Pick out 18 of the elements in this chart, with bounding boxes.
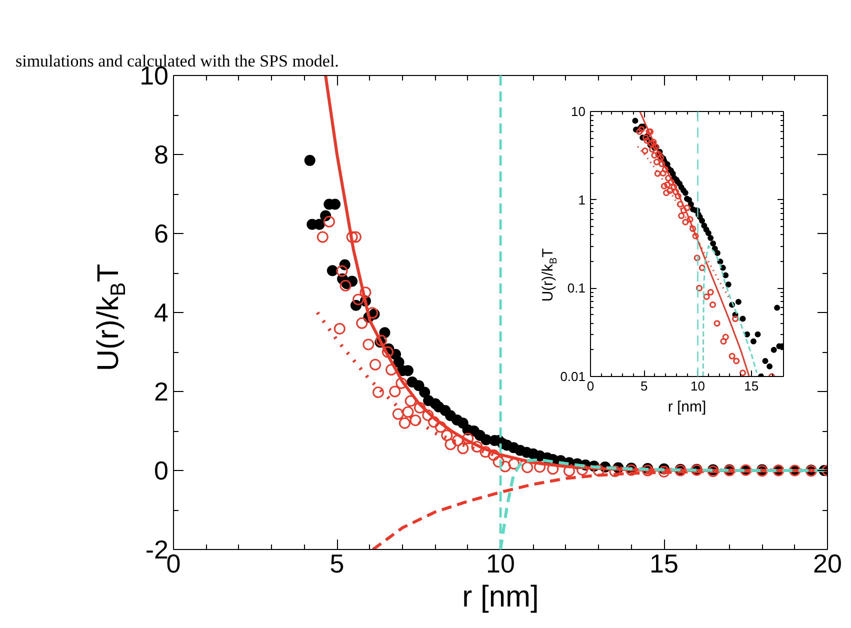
- y-tick-label: 8: [154, 140, 169, 170]
- x-tick-label: 15: [650, 548, 678, 578]
- y-tick-label: 10: [571, 104, 586, 119]
- x-axis-title: r [nm]: [462, 580, 539, 614]
- x-tick-label: 10: [690, 378, 705, 394]
- y-tick-label: 0.01: [560, 369, 586, 384]
- y-tick-label: 1: [578, 192, 586, 208]
- x-tick-label: 20: [813, 548, 842, 578]
- y-tick-label: 0: [154, 456, 169, 486]
- x-axis-title: r [nm]: [668, 398, 706, 416]
- y-tick-label: 4: [154, 298, 169, 328]
- x-tick-label: 5: [640, 378, 648, 394]
- y-tick-label: 2: [154, 376, 169, 406]
- x-tick-label: 10: [486, 548, 515, 578]
- y-tick-label: 0.1: [567, 280, 586, 296]
- x-tick-label: 15: [744, 378, 759, 394]
- y-tick-label: 6: [154, 218, 169, 248]
- x-tick-label: 5: [330, 548, 344, 578]
